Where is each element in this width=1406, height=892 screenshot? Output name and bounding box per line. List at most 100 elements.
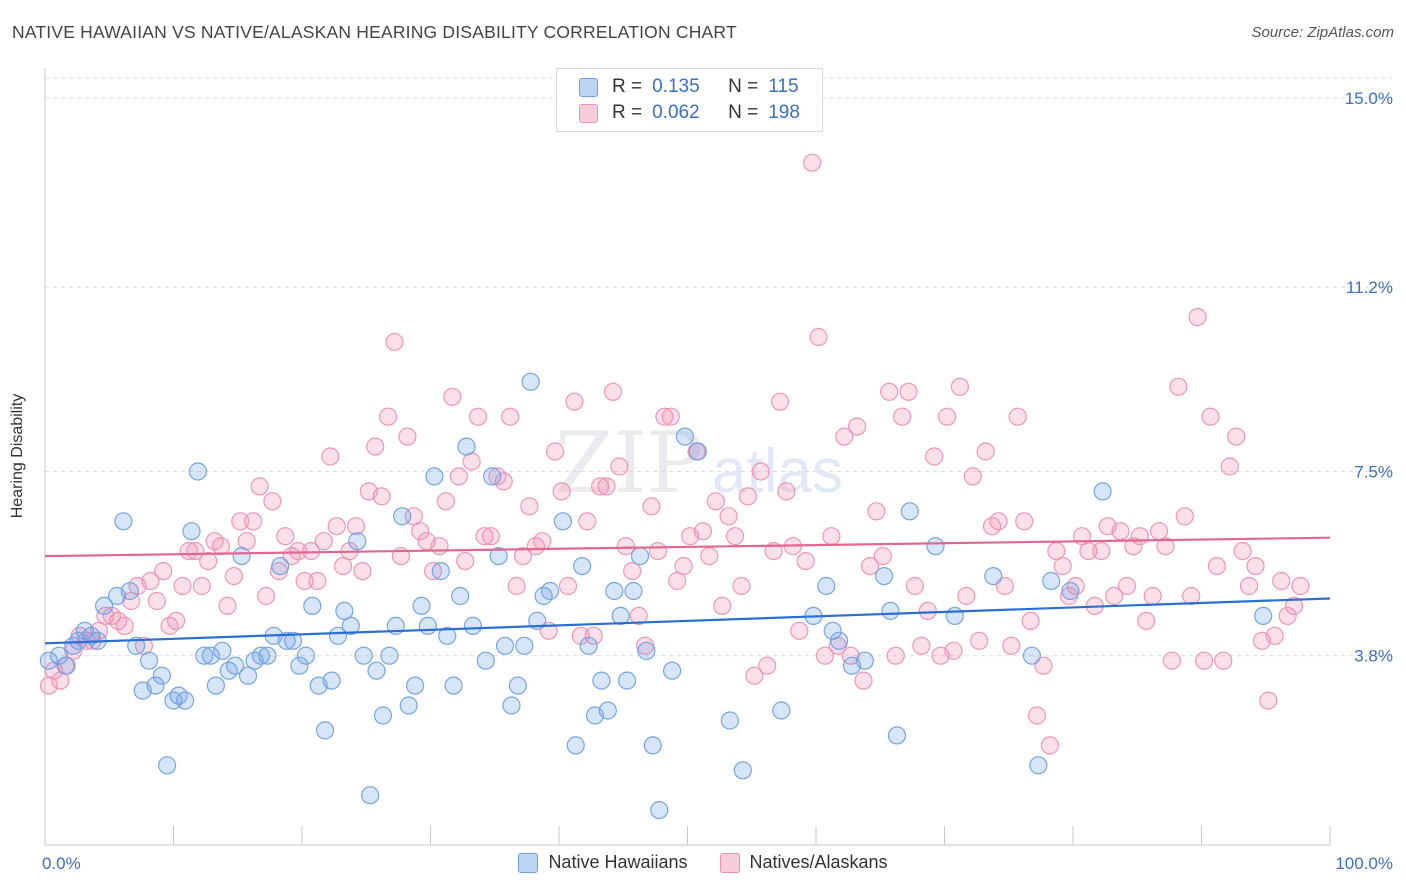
- data-point: [603, 382, 623, 401]
- data-point: [507, 576, 526, 596]
- data-point: [412, 596, 431, 616]
- data-point: [617, 671, 637, 690]
- data-point: [957, 586, 976, 606]
- data-point: [494, 472, 513, 491]
- data-point: [693, 522, 713, 541]
- data-point: [1022, 646, 1042, 665]
- data-point: [1092, 541, 1111, 561]
- legend-n-value: 115: [768, 76, 799, 97]
- data-point: [226, 656, 245, 675]
- trend-line: [44, 597, 1331, 645]
- data-point: [295, 571, 314, 591]
- data-point: [970, 631, 989, 650]
- data-point: [592, 671, 611, 690]
- data-point: [430, 537, 449, 556]
- data-point: [367, 661, 386, 680]
- legend-r-label: R =: [612, 102, 643, 123]
- data-point: [263, 492, 282, 511]
- data-point: [495, 636, 515, 655]
- data-point: [605, 581, 624, 601]
- data-point: [643, 736, 662, 755]
- data-point: [1278, 606, 1297, 626]
- data-point: [822, 527, 841, 546]
- data-point: [201, 646, 220, 665]
- data-point: [179, 541, 198, 561]
- data-point: [925, 447, 944, 466]
- data-point: [1246, 556, 1265, 576]
- data-point: [984, 566, 1003, 586]
- x-tick-label: 100.0%: [1335, 854, 1393, 873]
- data-point: [1207, 556, 1227, 576]
- data-point: [199, 551, 218, 571]
- data-point: [39, 651, 59, 670]
- data-point: [251, 646, 270, 665]
- legend-r-label: R =: [612, 76, 643, 97]
- data-point: [611, 606, 630, 626]
- data-point: [1162, 651, 1182, 670]
- data-point: [854, 671, 873, 690]
- data-point: [372, 487, 391, 506]
- data-point: [411, 522, 430, 541]
- data-point: [584, 626, 603, 645]
- data-point: [520, 497, 539, 516]
- data-point: [353, 561, 372, 581]
- data-point: [283, 631, 303, 650]
- data-point: [141, 571, 160, 591]
- data-point: [1104, 586, 1124, 606]
- data-point: [468, 407, 488, 426]
- data-point: [892, 407, 912, 426]
- data-point: [945, 606, 964, 626]
- data-point: [745, 666, 764, 685]
- data-point: [1061, 581, 1080, 601]
- data-point: [188, 462, 207, 481]
- data-point: [610, 457, 629, 476]
- data-point: [733, 761, 752, 780]
- data-point: [303, 596, 322, 616]
- data-point: [449, 467, 468, 486]
- data-point: [650, 800, 669, 820]
- data-point: [515, 636, 534, 655]
- data-point: [513, 546, 533, 566]
- data-point: [1034, 656, 1053, 675]
- data-point: [250, 477, 269, 496]
- data-point: [565, 392, 584, 411]
- data-point: [900, 502, 919, 521]
- data-point: [1188, 308, 1207, 327]
- x-tick-label: 0.0%: [42, 854, 81, 873]
- data-point: [887, 726, 907, 745]
- data-point: [192, 576, 211, 596]
- data-point: [835, 427, 854, 446]
- data-point: [796, 551, 815, 571]
- data-point: [206, 676, 225, 695]
- data-point: [720, 711, 740, 730]
- data-point: [398, 427, 417, 446]
- data-point: [289, 541, 308, 561]
- data-point: [873, 546, 892, 566]
- data-point: [855, 651, 874, 670]
- legend-label: Native Hawaiians: [548, 852, 688, 872]
- data-point: [256, 586, 276, 606]
- data-point: [152, 666, 171, 685]
- data-point: [1214, 651, 1233, 670]
- y-tick-label: 11.2%: [1346, 278, 1393, 297]
- data-point: [290, 656, 309, 675]
- stats-legend: R = 0.135 N = 115 R = 0.062 N = 198: [556, 68, 823, 132]
- data-point: [218, 596, 237, 616]
- legend-n-value: 198: [768, 102, 800, 123]
- data-point: [533, 532, 552, 551]
- data-point: [1111, 522, 1130, 541]
- data-point: [847, 417, 867, 436]
- data-point: [475, 527, 494, 546]
- data-point: [558, 576, 578, 596]
- data-point: [777, 482, 796, 501]
- data-point: [366, 437, 385, 456]
- data-point: [817, 576, 836, 596]
- data-point: [937, 407, 957, 426]
- data-point: [1239, 576, 1259, 596]
- legend-r-value: 0.062: [652, 102, 700, 123]
- data-point: [335, 601, 354, 621]
- data-point: [976, 442, 995, 461]
- data-point: [899, 382, 918, 401]
- data-point: [457, 437, 476, 456]
